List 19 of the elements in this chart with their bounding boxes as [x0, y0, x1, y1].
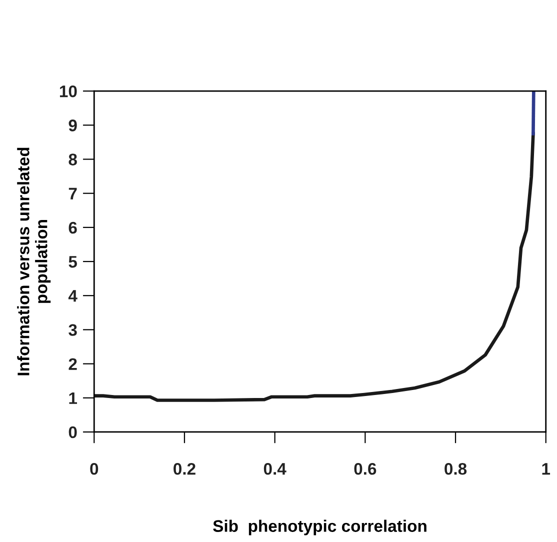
x-tick-label: 0.2	[174, 462, 196, 475]
y-axis-title: Information versus unrelated population	[17, 148, 51, 376]
y-tick-label: 4	[68, 290, 78, 302]
y-tick-label: 6	[68, 222, 77, 234]
y-tick-label: 9	[68, 120, 77, 132]
x-tick-label: 0.6	[354, 462, 376, 475]
x-tick-label: 1	[542, 463, 550, 475]
y-tick-label: 8	[68, 154, 77, 166]
y-tick-label: 10	[60, 85, 77, 98]
y-tick-label: 3	[68, 324, 77, 336]
y-tick-label: 0	[68, 426, 77, 438]
x-tick-label: 0	[90, 462, 98, 475]
x-tick-label: 0.8	[444, 462, 467, 475]
y-tick-label: 5	[68, 256, 78, 268]
x-axis-title: Sib phenotypic correlation	[213, 520, 426, 536]
y-tick-label: 1	[69, 392, 78, 404]
y-tick-label: 7	[68, 188, 77, 200]
x-tick-label: 0.4	[264, 462, 286, 475]
y-tick-label: 2	[68, 358, 77, 370]
